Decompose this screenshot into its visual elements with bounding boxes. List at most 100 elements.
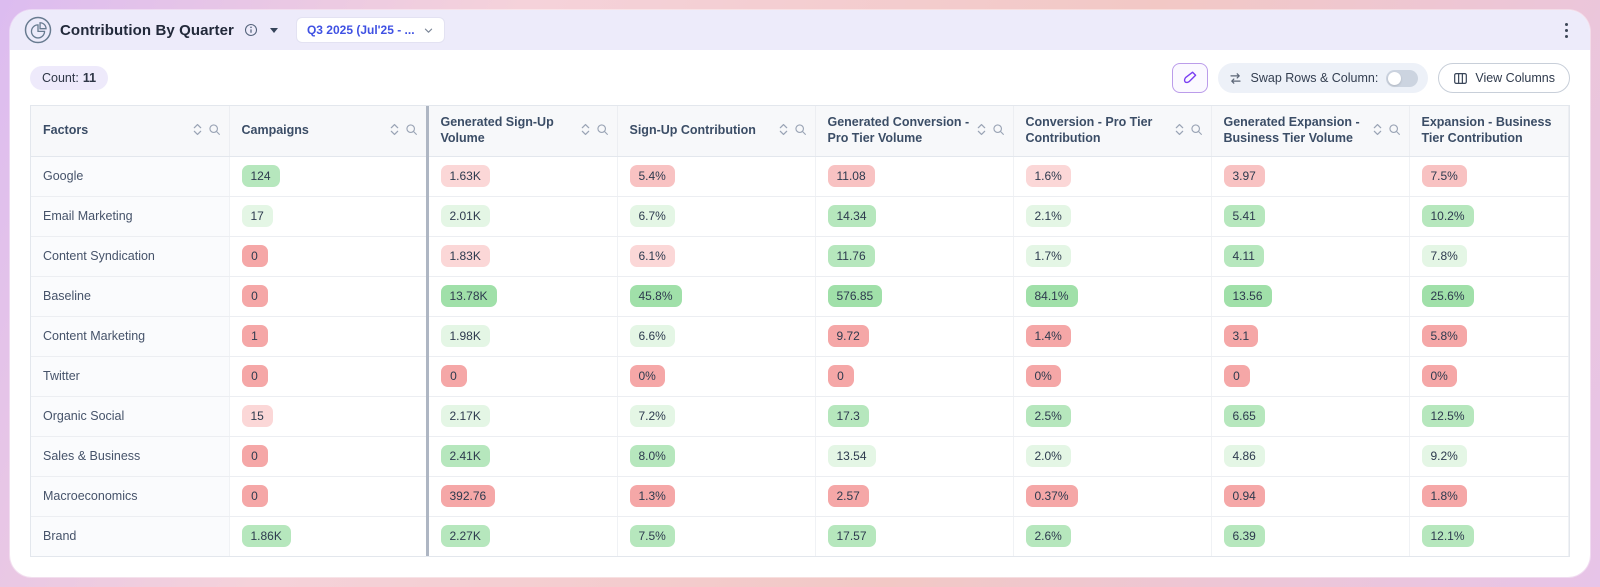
search-icon[interactable] xyxy=(208,123,221,139)
value-cell: 0% xyxy=(617,356,816,397)
chevron-down-icon xyxy=(424,28,432,33)
column-header-generated-expansion-business-tier-volume[interactable]: Generated Expansion - Business Tier Volu… xyxy=(1211,106,1410,157)
value-cell: 6.1% xyxy=(617,236,816,277)
factor-cell[interactable]: Baseline xyxy=(31,276,230,317)
sort-icon[interactable] xyxy=(193,123,202,139)
info-icon[interactable] xyxy=(244,23,258,37)
column-header-campaigns[interactable]: Campaigns xyxy=(229,106,429,157)
value-cell: 15 xyxy=(229,396,429,437)
value-pill: 2.6% xyxy=(1025,525,1071,548)
value-cell: 12.5% xyxy=(1409,396,1569,437)
factor-cell[interactable]: Twitter xyxy=(31,356,230,397)
search-icon[interactable] xyxy=(992,123,1005,139)
value-pill: 0 xyxy=(241,445,268,467)
value-pill: 6.39 xyxy=(1223,525,1265,548)
column-label: Generated Expansion - Business Tier Volu… xyxy=(1223,115,1360,145)
factor-cell[interactable]: Google xyxy=(31,156,230,197)
value-pill: 7.5% xyxy=(1421,165,1467,187)
value-pill: 10.2% xyxy=(1421,205,1474,227)
value-cell: 17.3 xyxy=(815,396,1014,437)
value-pill: 1 xyxy=(241,325,268,347)
sort-icon[interactable] xyxy=(1175,123,1184,139)
chevron-down-icon[interactable] xyxy=(269,27,278,33)
value-pill: 11.76 xyxy=(827,245,875,267)
value-pill: 0.94 xyxy=(1223,485,1265,507)
value-pill: 0% xyxy=(629,365,665,387)
column-header-generated-conversion-pro-tier-volume[interactable]: Generated Conversion - Pro Tier Volume xyxy=(815,106,1014,157)
value-pill: 0 xyxy=(241,485,268,507)
contribution-table-wrapper: Factors Campaigns Generated Sign-Up Volume… xyxy=(30,105,1570,557)
value-pill: 7.5% xyxy=(629,525,675,548)
search-icon[interactable] xyxy=(794,123,807,139)
swap-rows-columns-toggle[interactable] xyxy=(1386,69,1419,87)
value-cell: 0 xyxy=(229,436,429,477)
app-window: Contribution By Quarter Q3 2025 (Jul'25 … xyxy=(10,10,1590,577)
value-pill: 9.2% xyxy=(1421,445,1467,467)
value-pill: 0 xyxy=(241,245,268,267)
factor-cell[interactable]: Email Marketing xyxy=(31,196,230,237)
search-icon[interactable] xyxy=(596,123,609,139)
column-header-generated-sign-up-volume[interactable]: Generated Sign-Up Volume xyxy=(427,106,618,157)
columns-icon xyxy=(1454,72,1468,84)
column-header-factors[interactable]: Factors xyxy=(31,106,230,157)
factor-cell[interactable]: Macroeconomics xyxy=(31,476,230,517)
value-pill: 1.63K xyxy=(440,165,490,187)
search-icon[interactable] xyxy=(1388,123,1401,139)
sort-icon[interactable] xyxy=(581,123,590,139)
value-pill: 2.5% xyxy=(1025,405,1071,427)
view-columns-button[interactable]: View Columns xyxy=(1438,63,1570,93)
value-pill: 17.3 xyxy=(827,405,869,427)
value-pill: 0% xyxy=(1025,365,1061,387)
value-pill: 0 xyxy=(827,365,854,387)
value-pill: 9.72 xyxy=(827,325,869,347)
sort-icon[interactable] xyxy=(1373,123,1382,139)
value-cell: 7.8% xyxy=(1409,236,1569,277)
value-cell: 45.8% xyxy=(617,276,816,317)
column-header-conversion-pro-tier-contribution[interactable]: Conversion - Pro Tier Contribution xyxy=(1013,106,1212,157)
table-row-brand: Brand 1.86K 2.27K 7.5% 17.57 2.6% 6.39 12.1% xyxy=(31,516,1569,556)
value-pill: 2.41K xyxy=(440,445,490,467)
value-cell: 8.0% xyxy=(617,436,816,477)
toolbar: Count: 11 Swap Rows & Column: xyxy=(30,63,1570,93)
value-pill: 7.8% xyxy=(1421,245,1467,267)
search-icon[interactable] xyxy=(405,123,418,139)
sort-icon[interactable] xyxy=(390,123,399,139)
quarter-selector-dropdown[interactable]: Q3 2025 (Jul'25 - ... xyxy=(295,17,445,43)
sort-icon[interactable] xyxy=(779,123,788,139)
value-pill: 1.86K xyxy=(241,525,291,548)
value-pill: 5.41 xyxy=(1223,205,1265,227)
page-title: Contribution By Quarter xyxy=(60,21,234,39)
factor-cell[interactable]: Content Marketing xyxy=(31,316,230,357)
search-icon[interactable] xyxy=(1190,123,1203,139)
value-pill: 8.0% xyxy=(629,445,675,467)
value-cell: 5.41 xyxy=(1211,196,1410,237)
value-pill: 0 xyxy=(440,365,467,387)
value-cell: 0 xyxy=(229,356,429,397)
value-pill: 3.1 xyxy=(1223,325,1259,347)
quarter-selector-value: Q3 2025 (Jul'25 - ... xyxy=(306,23,415,37)
column-header-expansion-business-tier-contribution[interactable]: Expansion - Business Tier Contribution xyxy=(1409,106,1569,157)
factor-cell[interactable]: Content Syndication xyxy=(31,236,230,277)
value-cell: 17 xyxy=(229,196,429,237)
value-cell: 0 xyxy=(427,356,618,397)
table-row-email-marketing: Email Marketing 17 2.01K 6.7% 14.34 2.1% 5.41 1… xyxy=(31,196,1569,237)
value-cell: 0 xyxy=(1211,356,1410,397)
column-header-sign-up-contribution[interactable]: Sign-Up Contribution xyxy=(617,106,816,157)
value-pill: 6.6% xyxy=(629,325,675,347)
table-row-macroeconomics: Macroeconomics 0 392.76 1.3% 2.57 0.37% 0.94 1.… xyxy=(31,476,1569,517)
value-pill: 2.0% xyxy=(1025,445,1071,467)
value-pill: 0 xyxy=(241,285,268,307)
value-cell: 5.4% xyxy=(617,156,816,197)
factor-cell[interactable]: Organic Social xyxy=(31,396,230,437)
sort-icon[interactable] xyxy=(977,123,986,139)
column-label: Conversion - Pro Tier Contribution xyxy=(1025,115,1153,145)
value-pill: 1.7% xyxy=(1025,245,1071,267)
factor-cell[interactable]: Sales & Business xyxy=(31,436,230,477)
value-pill: 13.54 xyxy=(827,445,876,467)
value-cell: 13.56 xyxy=(1211,276,1410,317)
value-cell: 84.1% xyxy=(1013,276,1212,317)
highlight-brush-button[interactable] xyxy=(1171,63,1208,93)
value-cell: 2.27K xyxy=(427,516,618,556)
kebab-menu-icon[interactable] xyxy=(1559,19,1574,42)
factor-cell[interactable]: Brand xyxy=(31,516,230,556)
